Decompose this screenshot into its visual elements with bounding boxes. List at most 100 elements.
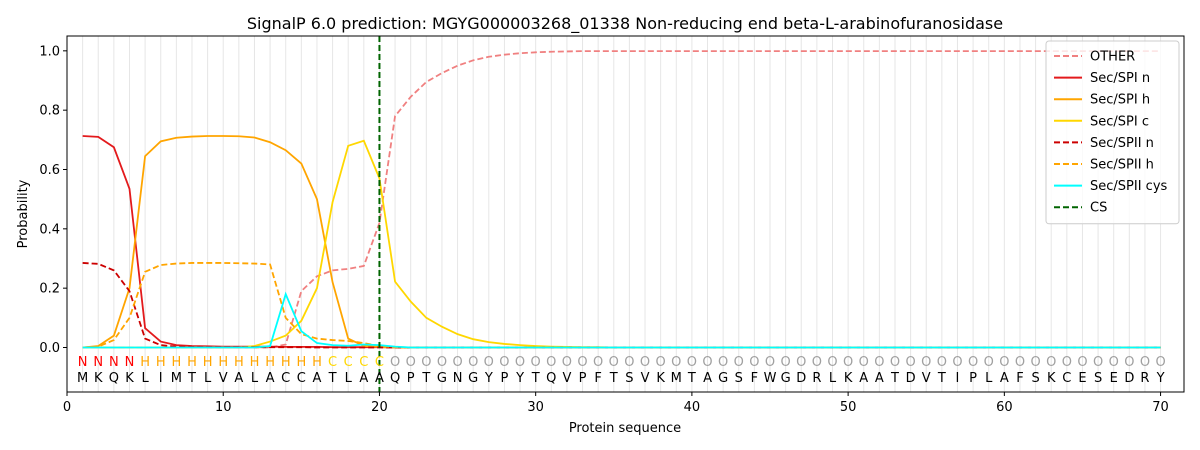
region-label: C (328, 355, 337, 370)
region-label: O (734, 355, 744, 370)
region-label: O (718, 355, 728, 370)
region-label: H (296, 355, 306, 370)
residue-label: T (531, 371, 540, 386)
region-label: H (203, 355, 213, 370)
residue-label: E (1110, 371, 1118, 386)
residue-label: D (796, 371, 806, 386)
residue-label: I (956, 371, 960, 386)
residue-label: P (969, 371, 977, 386)
legend-label: Sec/SPI n (1090, 71, 1150, 86)
x-tick-label: 50 (840, 400, 857, 415)
region-label: H (281, 355, 291, 370)
x-tick-label: 30 (527, 400, 544, 415)
region-label: O (515, 355, 525, 370)
region-label: O (905, 355, 915, 370)
region-label: O (484, 355, 494, 370)
region-label: O (1093, 355, 1103, 370)
region-label: O (593, 355, 603, 370)
y-tick-label: 0.8 (39, 104, 60, 119)
residue-label: S (1094, 371, 1102, 386)
region-label: H (187, 355, 197, 370)
region-label: O (562, 355, 572, 370)
region-label: N (109, 355, 119, 370)
residue-label: P (501, 371, 509, 386)
region-label: O (843, 355, 853, 370)
residue-label: D (906, 371, 916, 386)
x-axis-title: Protein sequence (569, 421, 681, 436)
residue-label: Y (515, 371, 524, 386)
residue-label: L (141, 371, 149, 386)
y-tick-label: 0.4 (39, 222, 60, 237)
residue-label: T (890, 371, 899, 386)
series-other-line (82, 50, 1161, 349)
residue-label: R (1140, 371, 1149, 386)
region-label: O (921, 355, 931, 370)
residue-label: F (594, 371, 601, 386)
legend-label: OTHER (1090, 50, 1135, 65)
region-label: H (312, 355, 322, 370)
region-label: O (656, 355, 666, 370)
region-label: C (344, 355, 353, 370)
region-label: O (1046, 355, 1056, 370)
residue-label: V (219, 371, 228, 386)
region-label: O (812, 355, 822, 370)
region-label: O (577, 355, 587, 370)
residue-label: C (1062, 371, 1071, 386)
legend: OTHER Sec/SPI n Sec/SPI h Sec/SPI c Sec/SPII… (1045, 40, 1180, 225)
residue-label: F (1016, 371, 1023, 386)
plot-frame (66, 35, 1185, 393)
residue-label: T (328, 371, 337, 386)
residue-label: F (751, 371, 758, 386)
region-label: O (421, 355, 431, 370)
region-label: O (452, 355, 462, 370)
region-label: O (937, 355, 947, 370)
region-label: O (531, 355, 541, 370)
residue-label: D (1124, 371, 1134, 386)
residue-label: G (437, 371, 447, 386)
residue-label: K (844, 371, 853, 386)
residue-label: I (159, 371, 163, 386)
residue-label: L (251, 371, 259, 386)
residue-label: E (1078, 371, 1086, 386)
region-label: O (827, 355, 837, 370)
region-label: O (859, 355, 869, 370)
y-axis-title: Probability (16, 179, 31, 248)
residue-label: A (859, 371, 868, 386)
region-label: H (156, 355, 166, 370)
x-tick-label: 0 (63, 400, 71, 415)
y-tick-label: 1.0 (39, 44, 60, 59)
residue-label: V (641, 371, 650, 386)
series-sec-spii-cys-line (82, 291, 1161, 349)
region-label: O (1109, 355, 1119, 370)
residue-label: C (281, 371, 290, 386)
region-label: O (390, 355, 400, 370)
residue-label: C (297, 371, 306, 386)
x-tick-label: 10 (215, 400, 232, 415)
y-tick-label: 0.6 (39, 163, 60, 178)
x-tick-label: 60 (996, 400, 1013, 415)
region-label: N (78, 355, 88, 370)
residue-label: Q (390, 371, 400, 386)
region-label: O (1155, 355, 1165, 370)
region-label: H (265, 355, 275, 370)
residue-label: K (125, 371, 134, 386)
region-label: O (546, 355, 556, 370)
region-label: N (125, 355, 135, 370)
residue-label: T (937, 371, 946, 386)
region-label: O (640, 355, 650, 370)
residue-label: S (625, 371, 633, 386)
region-label: O (968, 355, 978, 370)
x-tick-label: 40 (684, 400, 701, 415)
legend-box (1045, 40, 1180, 225)
region-label: O (671, 355, 681, 370)
y-tick-label: 0.2 (39, 282, 60, 297)
region-label: O (702, 355, 712, 370)
region-label: H (218, 355, 228, 370)
chart-title: SignalP 6.0 prediction: MGYG000003268_01… (247, 14, 1003, 34)
region-label: O (499, 355, 509, 370)
legend-label: Sec/SPII n (1090, 136, 1154, 151)
residue-label: S (735, 371, 743, 386)
residue-label: A (359, 371, 368, 386)
x-tick-label: 70 (1152, 400, 1169, 415)
